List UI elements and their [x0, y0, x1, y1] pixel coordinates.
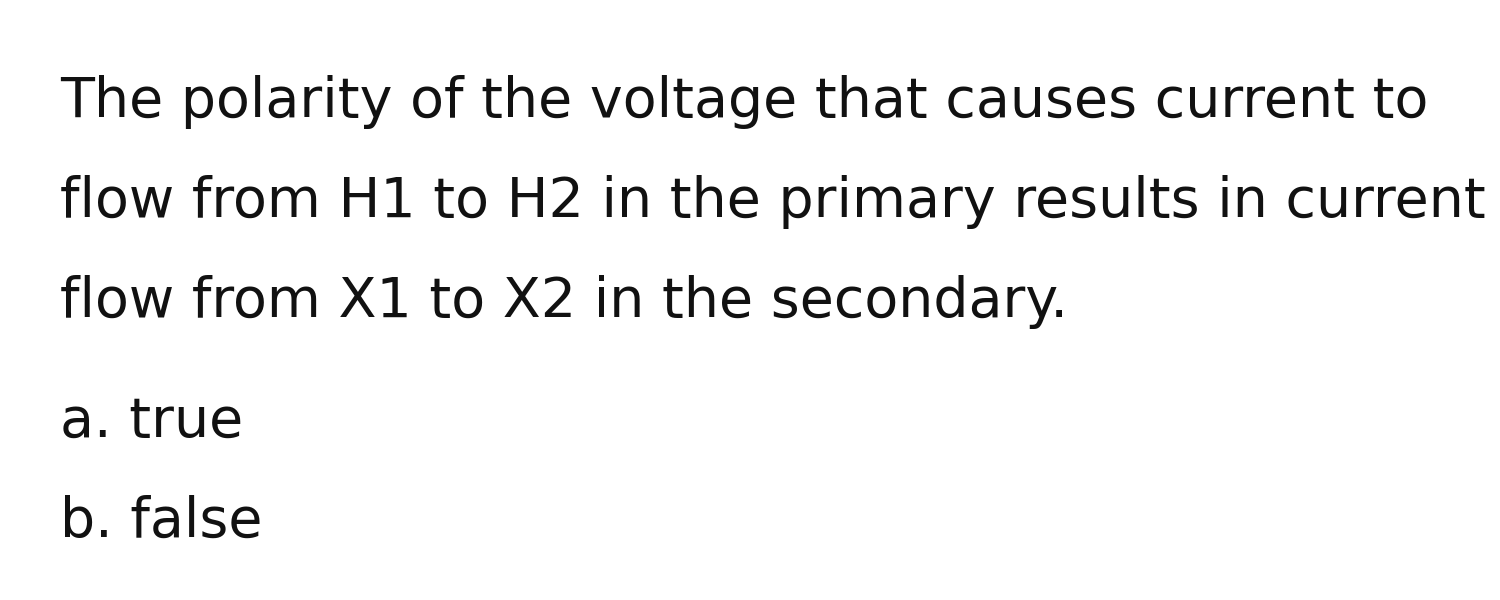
Text: The polarity of the voltage that causes current to: The polarity of the voltage that causes … — [60, 75, 1428, 129]
Text: flow from H1 to H2 in the primary results in current: flow from H1 to H2 in the primary result… — [60, 175, 1485, 229]
Text: b. false: b. false — [60, 495, 262, 549]
Text: flow from X1 to X2 in the secondary.: flow from X1 to X2 in the secondary. — [60, 275, 1068, 329]
Text: a. true: a. true — [60, 395, 243, 449]
